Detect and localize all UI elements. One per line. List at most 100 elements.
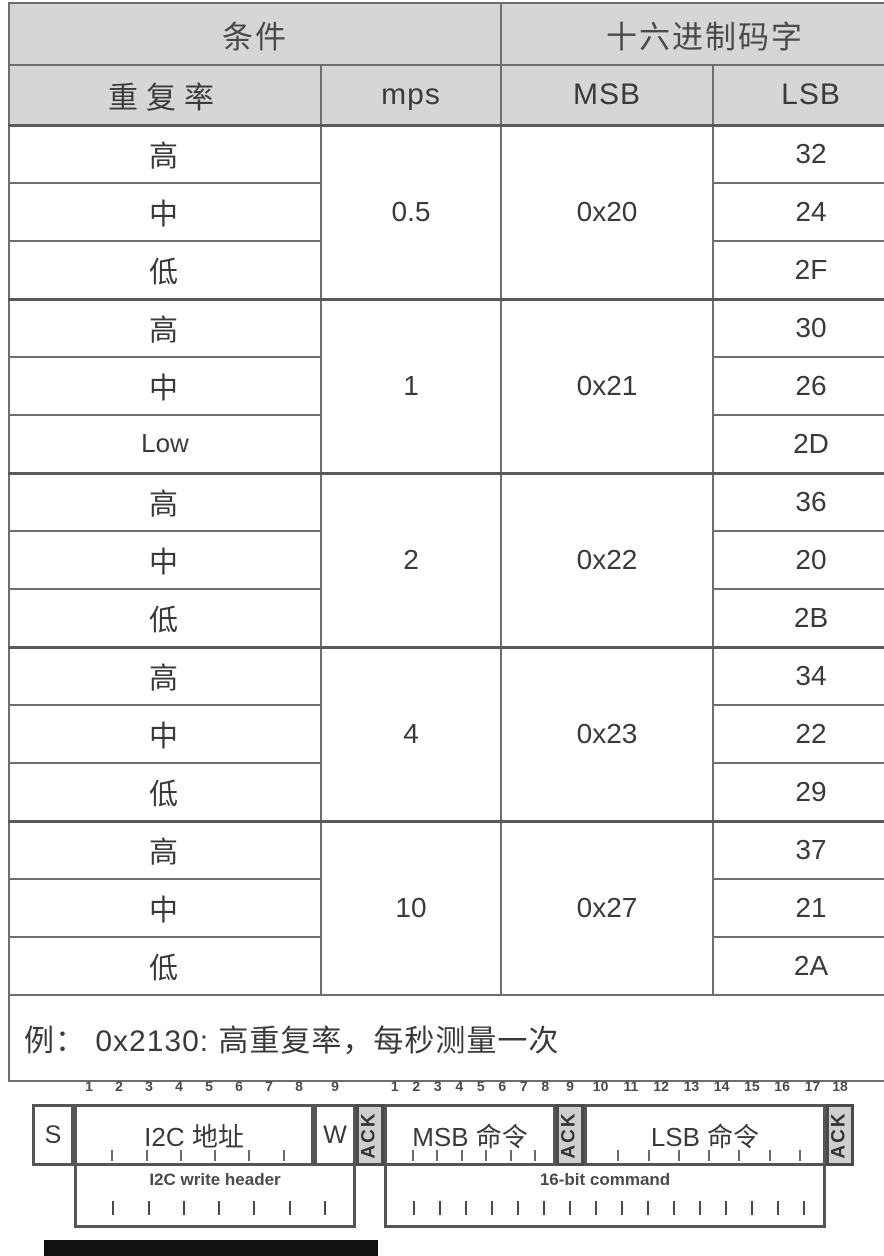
- block-ack-3-label: ACK: [829, 1111, 851, 1159]
- cell-lsb: 2A: [712, 936, 884, 996]
- caption-write-header-label: I2C write header: [149, 1170, 281, 1189]
- table-row: Low 2D: [8, 414, 884, 474]
- bit-divider-tick: [708, 1150, 710, 1161]
- table-row: 高 1 0x21 30: [8, 297, 884, 474]
- caption-tick: [777, 1201, 779, 1215]
- bit-number: 1: [85, 1078, 93, 1094]
- caption-16bit-command: 16-bit command: [384, 1166, 826, 1228]
- header-repeat-rate: 重复率: [8, 64, 322, 126]
- bit-divider-tick: [248, 1150, 251, 1161]
- example-note: 例： 0x2130: 高重复率，每秒测量一次: [8, 994, 884, 1082]
- bit-number-ruler: 1 2 3 4 5 6 7 8 9 1 2 3 4 5 6 7 8 9 10 11 12 13 14 15 16 17 18: [8, 1078, 884, 1104]
- bit-divider-tick: [647, 1150, 650, 1161]
- bit-number: 13: [683, 1078, 700, 1094]
- cell-msb: 0x21: [500, 297, 714, 474]
- cell-condition: 高: [8, 645, 322, 706]
- cell-mps: 10: [320, 819, 502, 996]
- bit-number: 18: [832, 1078, 848, 1094]
- cell-condition: 中: [8, 530, 322, 590]
- caption-tick: [413, 1201, 415, 1215]
- cell-mps: 4: [320, 645, 502, 822]
- caption-tick: [147, 1201, 150, 1215]
- bit-number: 11: [623, 1078, 639, 1094]
- cell-condition: 低: [8, 240, 322, 300]
- bit-number: 9: [566, 1078, 574, 1094]
- cell-mps: 0.5: [320, 123, 502, 300]
- table-row: 中 21: [8, 878, 884, 938]
- caption-tick: [288, 1201, 291, 1215]
- cell-lsb: 29: [712, 762, 884, 822]
- cell-msb: 0x27: [500, 819, 714, 996]
- table-row: 低 2B: [8, 588, 884, 648]
- table-row: 中 20: [8, 530, 884, 590]
- bit-divider-tick: [617, 1150, 620, 1161]
- cell-lsb: 34: [712, 645, 884, 706]
- bit-divider-tick: [411, 1150, 414, 1161]
- bit-number: 4: [455, 1078, 464, 1094]
- bit-divider-tick: [509, 1150, 512, 1161]
- header-mps: mps: [320, 64, 502, 126]
- cell-lsb: 22: [712, 704, 884, 764]
- caption-tick: [439, 1201, 441, 1215]
- caption-tick: [595, 1201, 597, 1215]
- block-write-bit: W: [314, 1104, 356, 1166]
- caption-tick: [803, 1201, 805, 1215]
- block-ack-1: ACK: [356, 1104, 384, 1166]
- scan-artifact-bar: [44, 1240, 378, 1256]
- cell-condition: 中: [8, 356, 322, 416]
- table-row: 高 4 0x23 34: [8, 645, 884, 822]
- block-i2c-address: I2C 地址: [74, 1104, 314, 1166]
- caption-tick: [725, 1201, 727, 1215]
- block-i2c-address-label: I2C 地址: [144, 1121, 244, 1152]
- i2c-frame-diagram: 1 2 3 4 5 6 7 8 9 1 2 3 4 5 6 7 8 9 10 11 12 13 14 15 16 17 18 S I2…: [8, 1078, 884, 1248]
- bit-divider-tick: [798, 1150, 801, 1161]
- bit-divider-tick: [436, 1150, 439, 1161]
- register-code-table: 条件 十六进制码字 重复率 mps MSB LSB 高 0.5 0x20 32 中 24 低 2F 高 1 0x…: [8, 2, 884, 1082]
- block-msb-command: MSB 命令: [384, 1104, 556, 1166]
- table-row: 低 29: [8, 762, 884, 822]
- i2c-frame-blocks: S I2C 地址 W ACK MSB 命令 ACK LSB 命令 ACK: [32, 1104, 860, 1166]
- bit-divider-tick: [677, 1150, 680, 1161]
- caption-tick: [569, 1201, 571, 1215]
- caption-tick: [647, 1201, 649, 1215]
- caption-tick: [253, 1201, 256, 1215]
- header-conditions: 条件: [8, 2, 502, 66]
- cell-lsb: 21: [712, 878, 884, 938]
- bit-number: 8: [541, 1078, 550, 1094]
- caption-tick: [543, 1201, 545, 1215]
- block-start-condition: S: [32, 1104, 74, 1166]
- caption-tick: [465, 1201, 467, 1215]
- cell-msb: 0x23: [500, 645, 714, 822]
- header-msb: MSB: [500, 64, 714, 126]
- cell-condition: 中: [8, 704, 322, 764]
- block-ack-2-label: ACK: [559, 1111, 581, 1159]
- table-row: 中 22: [8, 704, 884, 764]
- bit-number: 4: [175, 1078, 183, 1094]
- bit-number: 12: [653, 1078, 669, 1094]
- cell-lsb: 2F: [712, 240, 884, 300]
- block-start-label: S: [44, 1120, 62, 1149]
- header-lsb: LSB: [712, 64, 884, 126]
- i2c-frame-captions: I2C write header 16-bit command: [32, 1166, 860, 1228]
- bit-divider-tick: [179, 1150, 182, 1161]
- table-header-band: 条件 十六进制码字: [8, 2, 884, 66]
- bit-divider-tick: [768, 1150, 771, 1161]
- bit-number: 7: [265, 1078, 273, 1094]
- bit-number: 1: [390, 1078, 399, 1094]
- bit-divider-tick: [111, 1150, 114, 1161]
- bit-number: 15: [744, 1078, 760, 1094]
- bit-number: 9: [331, 1078, 339, 1094]
- block-ack-3: ACK: [826, 1104, 854, 1166]
- block-ack-2: ACK: [556, 1104, 584, 1166]
- bit-number: 14: [713, 1078, 730, 1094]
- header-hex-codeword: 十六进制码字: [500, 2, 884, 66]
- bit-divider-tick: [214, 1150, 217, 1161]
- cell-condition: 中: [8, 182, 322, 242]
- cell-lsb: 30: [712, 297, 884, 358]
- cell-lsb: 2B: [712, 588, 884, 648]
- cell-lsb: 20: [712, 530, 884, 590]
- cell-lsb: 2D: [712, 414, 884, 474]
- caption-tick: [673, 1201, 675, 1215]
- caption-tick: [491, 1201, 493, 1215]
- table-row: 高 2 0x22 36: [8, 471, 884, 648]
